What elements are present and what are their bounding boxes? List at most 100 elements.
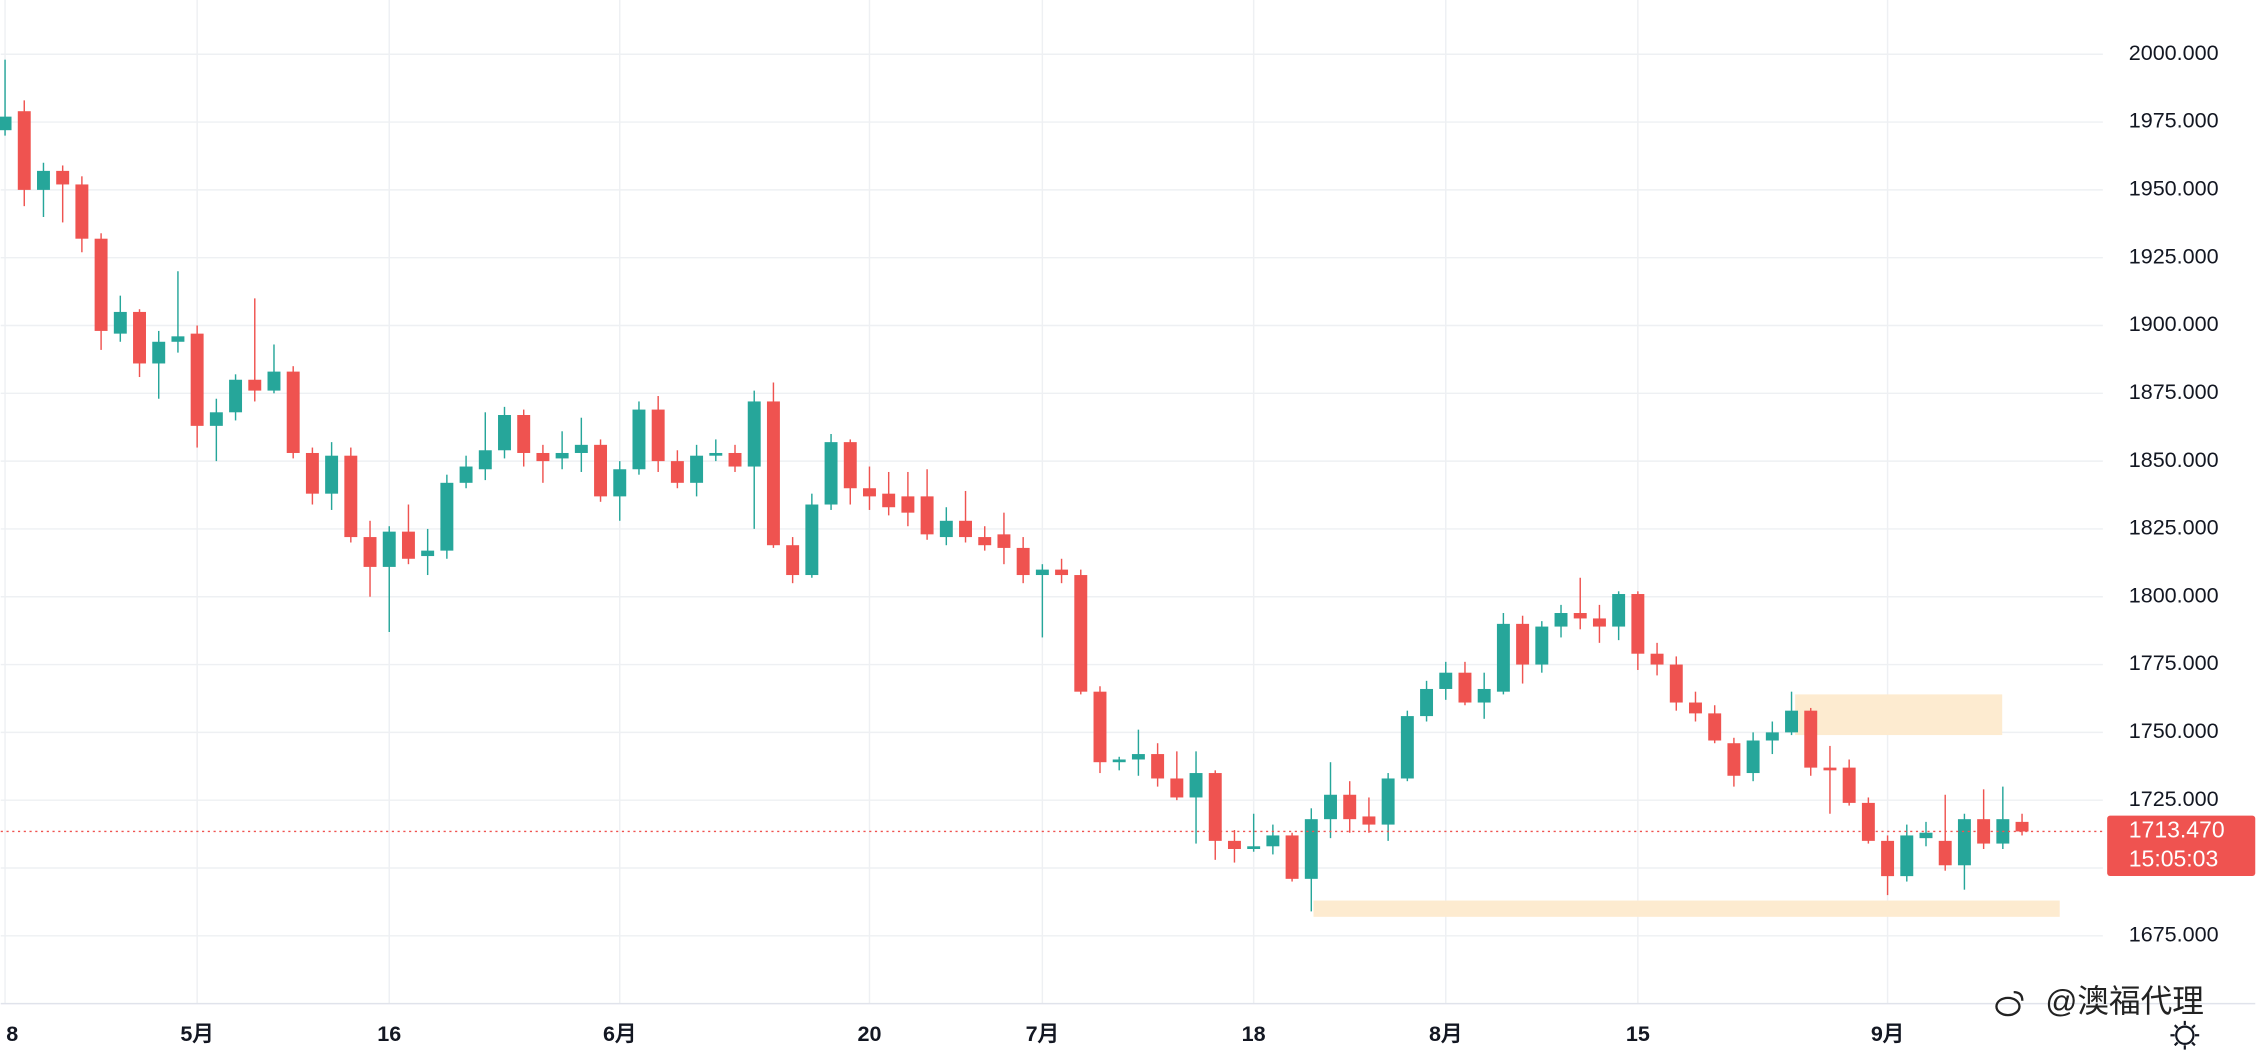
candle-body bbox=[1727, 743, 1741, 776]
candle-body bbox=[978, 537, 992, 546]
candle-body bbox=[1516, 623, 1530, 665]
x-tick-label: 5月 bbox=[180, 1021, 214, 1046]
y-tick-label: 1750.000 bbox=[2129, 718, 2219, 743]
candle-body bbox=[2015, 821, 2029, 832]
candle-body bbox=[190, 333, 204, 426]
watermark: @澳福代理 bbox=[1995, 983, 2204, 1019]
candle-body bbox=[1055, 569, 1069, 576]
y-tick-label: 1775.000 bbox=[2129, 650, 2219, 675]
candle-body bbox=[670, 461, 684, 483]
candle-body bbox=[1131, 754, 1145, 760]
candle-body bbox=[56, 170, 70, 185]
candle-body bbox=[1420, 688, 1434, 717]
candle-body bbox=[882, 493, 896, 508]
price-tag-label: 1713.470 bbox=[2129, 817, 2225, 843]
candle-body bbox=[1170, 778, 1184, 798]
candle-body bbox=[421, 550, 435, 557]
candle-body bbox=[959, 520, 972, 538]
candle-body bbox=[1650, 653, 1664, 665]
candle-body bbox=[863, 488, 876, 497]
candle-body bbox=[286, 371, 300, 453]
y-tick-label: 2000.000 bbox=[2129, 40, 2219, 65]
zone-layer bbox=[1313, 694, 2060, 917]
candle-body bbox=[1093, 691, 1107, 763]
candle-body bbox=[1477, 688, 1491, 703]
candle-body bbox=[382, 531, 396, 567]
candle-body bbox=[440, 482, 454, 551]
candle-body bbox=[997, 534, 1011, 548]
candle-body bbox=[133, 311, 146, 364]
candle-body bbox=[939, 520, 953, 538]
candle-body bbox=[478, 450, 492, 470]
candle-body bbox=[94, 238, 108, 331]
x-tick-label: 9月 bbox=[1871, 1021, 1905, 1046]
candle-body bbox=[229, 379, 243, 413]
candle-body bbox=[1900, 835, 1914, 877]
candle-body bbox=[1189, 773, 1203, 798]
candle-body bbox=[517, 415, 531, 453]
candle-body bbox=[267, 371, 281, 391]
candle-body bbox=[747, 401, 761, 467]
candle-body bbox=[1535, 626, 1549, 665]
candle-body bbox=[1362, 816, 1376, 825]
candle-body bbox=[248, 379, 262, 391]
y-tick-label: 1950.000 bbox=[2129, 176, 2219, 201]
candle-body bbox=[1112, 759, 1126, 763]
y-tick-label: 1925.000 bbox=[2129, 243, 2219, 268]
candle-body bbox=[1074, 575, 1088, 692]
candle-body bbox=[17, 111, 31, 190]
candle-body bbox=[1247, 846, 1261, 850]
y-tick-label: 1675.000 bbox=[2129, 921, 2219, 946]
y-tick-label: 1800.000 bbox=[2129, 582, 2219, 607]
candle-body bbox=[536, 452, 550, 462]
candle-body bbox=[1881, 840, 1895, 877]
x-tick-label: 16 bbox=[377, 1021, 401, 1046]
candle-body bbox=[1324, 794, 1337, 820]
candle-body bbox=[1266, 835, 1280, 847]
candle-body bbox=[843, 442, 857, 489]
candle-body bbox=[1938, 840, 1952, 866]
candle-body bbox=[1689, 702, 1702, 714]
price-zone bbox=[1313, 900, 2060, 917]
x-tick-label: 6月 bbox=[603, 1021, 637, 1046]
candle-body bbox=[766, 401, 780, 546]
candle-body bbox=[209, 412, 223, 426]
candle-body bbox=[152, 341, 166, 364]
candle-body bbox=[1400, 716, 1414, 779]
candle-body bbox=[459, 466, 473, 483]
y-tick-label: 1825.000 bbox=[2129, 515, 2219, 540]
candle-body bbox=[36, 170, 50, 190]
candle-body bbox=[363, 537, 377, 567]
candle-body bbox=[824, 442, 838, 505]
y-tick-label: 1850.000 bbox=[2129, 447, 2219, 472]
candle-body bbox=[344, 455, 358, 538]
candle-body bbox=[0, 116, 12, 131]
candle-body bbox=[1016, 547, 1030, 576]
candle-body bbox=[1977, 819, 1991, 844]
candle-layer bbox=[0, 59, 2029, 912]
candle-body bbox=[632, 409, 646, 470]
y-tick-label: 1900.000 bbox=[2129, 311, 2219, 336]
candle-body bbox=[728, 452, 742, 467]
candle-body bbox=[113, 311, 127, 334]
price-tag bbox=[2107, 815, 2256, 877]
candle-body bbox=[1381, 778, 1395, 825]
candle-body bbox=[1285, 835, 1299, 879]
candle-body bbox=[901, 496, 915, 513]
y-tick-label: 1725.000 bbox=[2129, 786, 2219, 811]
axis-layer: 1675.0001700.0001725.0001750.0001775.000… bbox=[0, 40, 2256, 1046]
weibo-icon bbox=[1995, 990, 2024, 1017]
y-tick-label: 1975.000 bbox=[2129, 108, 2219, 133]
candle-body bbox=[171, 336, 185, 342]
price-zone bbox=[1795, 694, 2003, 736]
candle-body bbox=[498, 415, 511, 451]
candle-body bbox=[920, 496, 934, 535]
grid-layer bbox=[0, 0, 2103, 1004]
candle-body bbox=[325, 455, 339, 494]
settings-icon[interactable] bbox=[2170, 1020, 2200, 1050]
candle-body bbox=[1035, 569, 1049, 576]
candle-body bbox=[1765, 732, 1779, 741]
candle-body bbox=[1631, 594, 1645, 654]
candle-body bbox=[786, 545, 800, 576]
